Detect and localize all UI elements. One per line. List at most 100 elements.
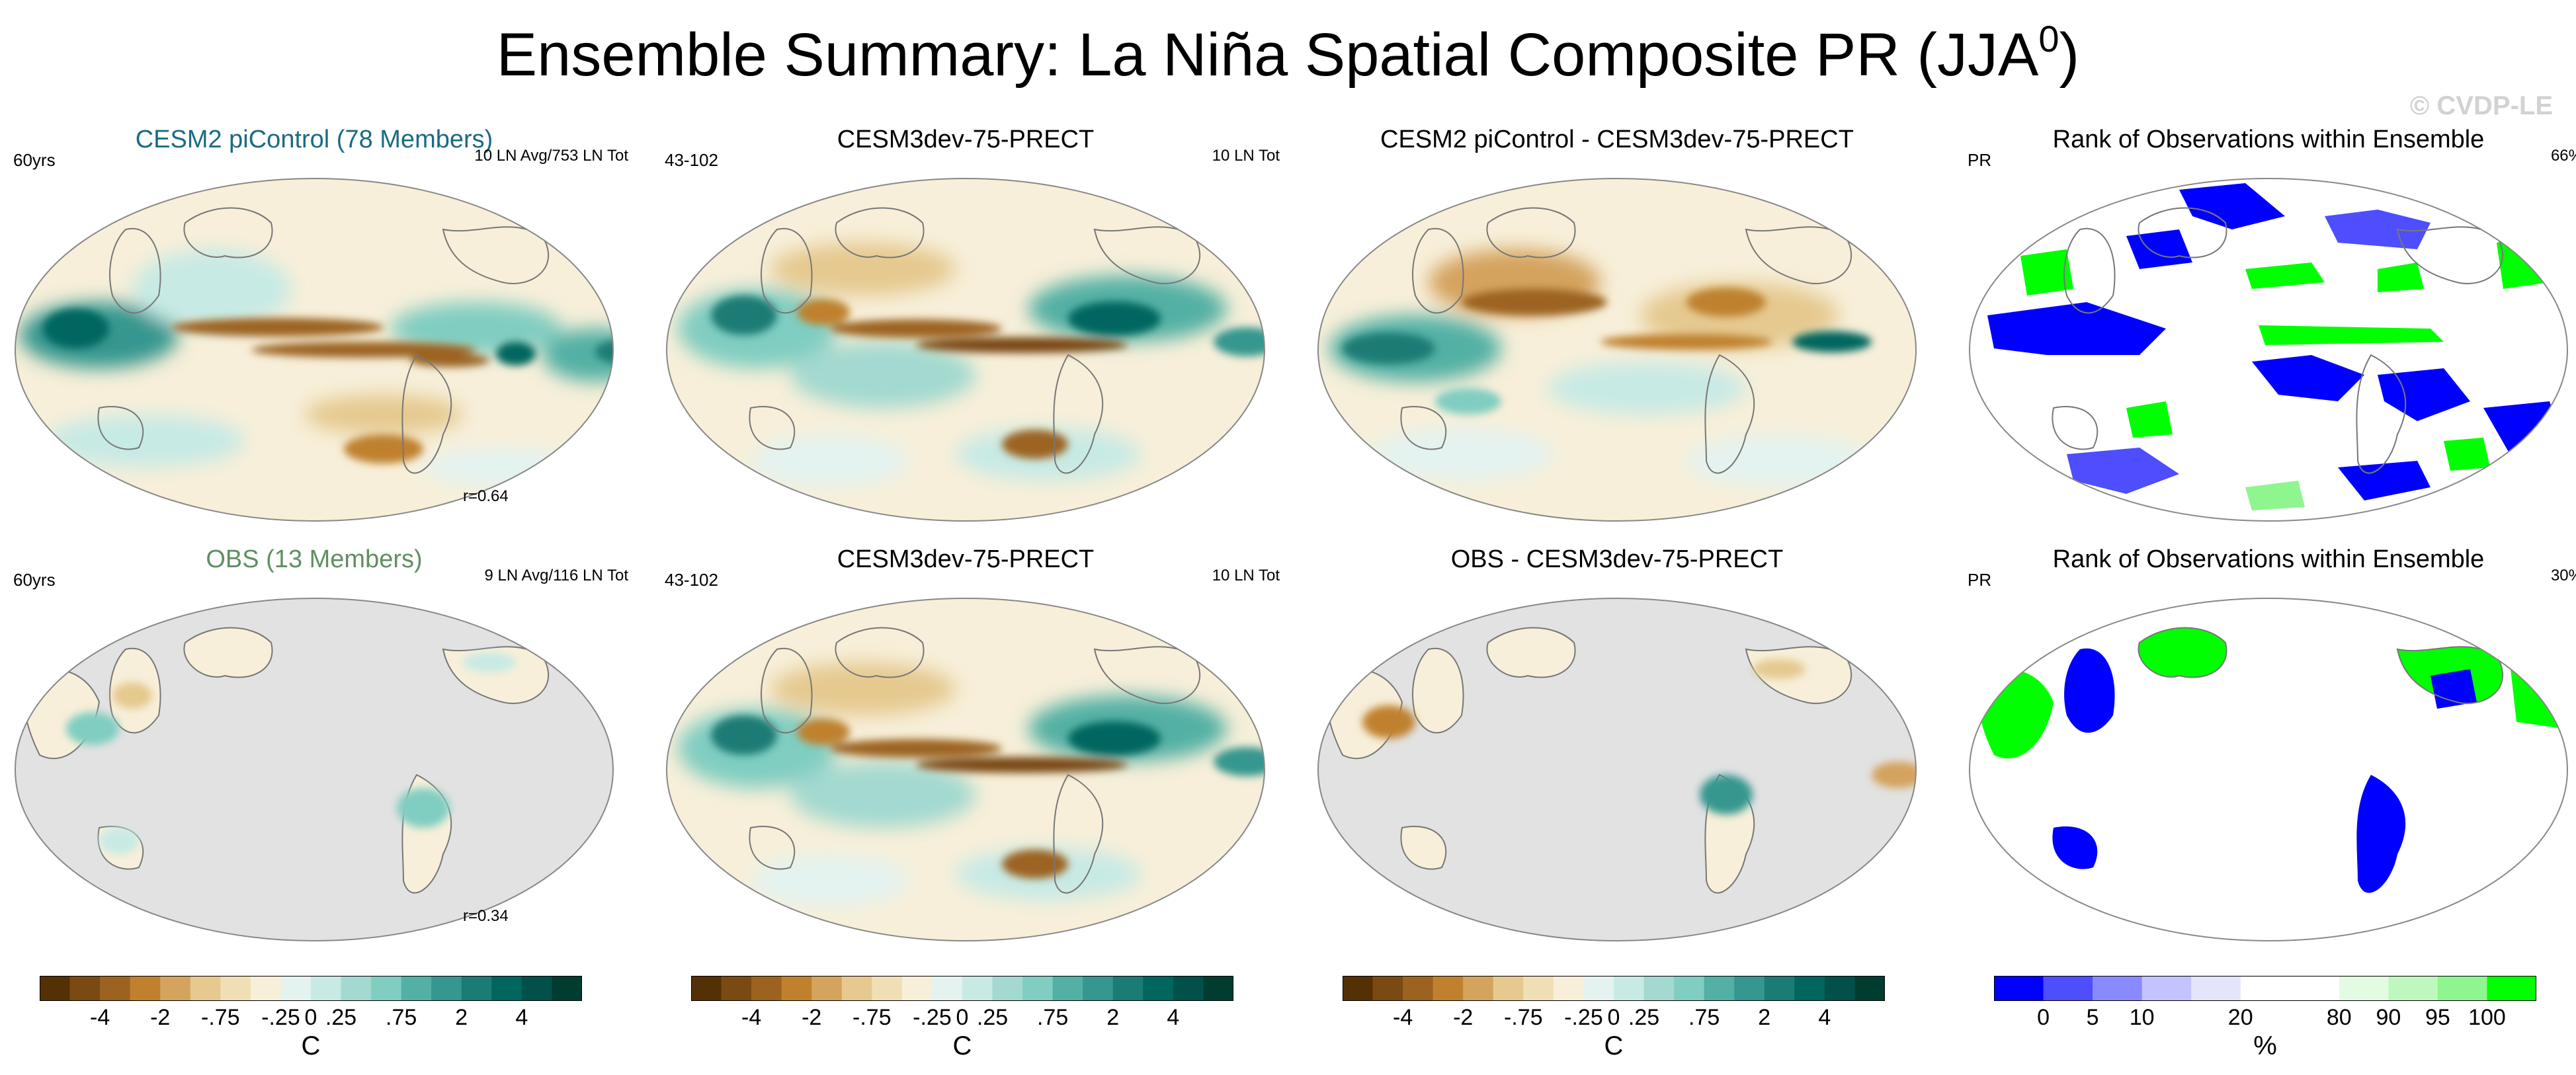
map-difference-cesm2 xyxy=(1317,178,1917,522)
colorbar-diverging-1: -4 -2 -.75 -.25 0 .25 .75 2 4 C xyxy=(40,976,583,1075)
main-title-close: ) xyxy=(2059,21,2080,89)
colorbar-tick-label: 2 xyxy=(1106,1005,1120,1030)
colorbar-swatch xyxy=(1734,976,1765,1001)
panel-title: OBS (13 Members) xyxy=(206,545,423,573)
colorbar-swatch xyxy=(100,976,131,1001)
colorbar-swatch xyxy=(781,976,812,1001)
colorbar-swatch xyxy=(1854,976,1886,1001)
colorbar-border xyxy=(40,976,582,1001)
colorbar-tick-label: .25 xyxy=(325,1005,357,1030)
colorbar-border xyxy=(1343,976,1885,1001)
map-composite-cesm3dev xyxy=(666,178,1265,522)
panel-rank-top: Rank of Observations within Ensemble PR … xyxy=(1954,120,2576,530)
colorbar-swatch xyxy=(401,976,432,1001)
panel-cesm2-picontrol: CESM2 piControl (78 Members) 60yrs 10 LN… xyxy=(0,120,628,530)
colorbar-swatch xyxy=(1403,976,1434,1001)
colorbar-swatch xyxy=(220,976,251,1001)
colorbar-swatch xyxy=(962,976,993,1001)
colorbar-swatch xyxy=(901,976,933,1001)
colorbar-tick-label: .75 xyxy=(1037,1005,1069,1030)
colorbar-swatch xyxy=(1343,976,1374,1001)
colorbar-swatch xyxy=(1583,976,1614,1001)
colorbar-tick-label: 4 xyxy=(515,1005,528,1030)
colorbar-swatch xyxy=(40,976,71,1001)
colorbar-tick-label: .25 xyxy=(976,1005,1009,1030)
colorbar-swatch xyxy=(1764,976,1795,1001)
colorbar-swatch xyxy=(691,976,722,1001)
panel-correlation: r=0.64 xyxy=(463,487,509,505)
panel-left-label: 60yrs xyxy=(13,570,56,590)
colorbar-swatch xyxy=(1463,976,1494,1001)
panel-cesm3dev-bottom: CESM3dev-75-PRECT 43-102 10 LN Tot xyxy=(651,540,1280,950)
colorbar-swatch xyxy=(250,976,281,1001)
colorbar-swatch xyxy=(2339,976,2389,1001)
colorbar-swatch xyxy=(2388,976,2438,1001)
colorbar-swatch xyxy=(721,976,752,1001)
colorbar-tick-label: -.75 xyxy=(201,1005,240,1030)
colorbar-tick-label: .75 xyxy=(386,1005,417,1030)
colorbar-tick-label: 80 xyxy=(2326,1005,2352,1030)
colorbar-tick-label: -2 xyxy=(150,1005,171,1030)
colorbar-diverging-3: -4 -2 -.75 -.25 0 .25 .75 2 4 C xyxy=(1343,976,1886,1075)
colorbar-swatches xyxy=(1343,976,1886,1001)
main-title: Ensemble Summary: La Niña Spatial Compos… xyxy=(0,19,2576,91)
panel-right-label: 10 LN Tot xyxy=(1212,147,1280,165)
panel-rank-bottom: Rank of Observations within Ensemble PR … xyxy=(1954,540,2576,950)
colorbar-swatch xyxy=(1704,976,1735,1001)
colorbar-swatch xyxy=(1203,976,1234,1001)
colorbar-unit: C xyxy=(1604,1031,1624,1060)
colorbar-tick-label: 10 xyxy=(2129,1005,2155,1030)
colorbar-unit: % xyxy=(2253,1031,2277,1060)
colorbar-tick-label: .25 xyxy=(1628,1005,1660,1030)
colorbar-tick-label: 4 xyxy=(1167,1005,1180,1030)
map-rank-66 xyxy=(1969,178,2568,522)
colorbar-border xyxy=(691,976,1233,1001)
colorbar-tick-label: 0 xyxy=(304,1005,317,1030)
colorbar-tick-label: -.75 xyxy=(1504,1005,1543,1030)
colorbar-swatch xyxy=(371,976,402,1001)
panel-diff-top: CESM2 piControl - CESM3dev-75-PRECT xyxy=(1303,120,1931,530)
colorbar-swatch xyxy=(1553,976,1584,1001)
colorbar-swatch xyxy=(552,976,583,1001)
colorbar-tick-label: -2 xyxy=(1453,1005,1474,1030)
colorbar-swatch xyxy=(1173,976,1204,1001)
colorbar-diverging-2: -4 -2 -.75 -.25 0 .25 .75 2 4 C xyxy=(691,976,1234,1075)
panel-left-label: 60yrs xyxy=(13,150,56,170)
colorbar-swatch xyxy=(2487,976,2537,1001)
panel-title: Rank of Observations within Ensemble xyxy=(2052,126,2485,153)
map-rank-30 xyxy=(1969,598,2568,941)
colorbar-swatch xyxy=(69,976,101,1001)
map-composite-cesm3dev-2 xyxy=(666,598,1265,941)
colorbar-swatch xyxy=(1794,976,1825,1001)
panel-right-label: 10 LN Avg/753 LN Tot xyxy=(474,147,628,165)
colorbar-tick-label: -2 xyxy=(802,1005,822,1030)
colorbar-swatch xyxy=(1143,976,1174,1001)
colorbar-tick-label: -.25 xyxy=(913,1005,952,1030)
colorbar-swatch xyxy=(461,976,492,1001)
colorbar-tick-label: 0 xyxy=(956,1005,969,1030)
colorbar-swatch xyxy=(2141,976,2192,1001)
colorbar-tick-label: -4 xyxy=(1392,1005,1413,1030)
colorbar-tick-label: .75 xyxy=(1688,1005,1720,1030)
colorbar-tick-label: -.25 xyxy=(1564,1005,1603,1030)
map-difference-obs xyxy=(1317,598,1917,941)
colorbar-tick-label: -.75 xyxy=(852,1005,892,1030)
colorbar-tick-label: 2 xyxy=(455,1005,468,1030)
colorbar-swatch xyxy=(811,976,843,1001)
colorbar-swatch xyxy=(130,976,161,1001)
colorbar-swatch xyxy=(2191,976,2241,1001)
colorbar-tick-label: -.25 xyxy=(261,1005,300,1030)
colorbar-swatch xyxy=(1372,976,1403,1001)
panel-right-label: 30% xyxy=(2550,567,2576,584)
panel-right-label: 9 LN Avg/116 LN Tot xyxy=(484,567,629,584)
colorbar-swatch xyxy=(1523,976,1554,1001)
panel-title: Rank of Observations within Ensemble xyxy=(2052,545,2485,573)
panel-title: CESM2 piControl (78 Members) xyxy=(135,126,493,153)
colorbar-swatch xyxy=(1083,976,1114,1001)
colorbar-swatch xyxy=(1022,976,1054,1001)
colorbar-swatch xyxy=(932,976,963,1001)
colorbar-swatch xyxy=(2093,976,2143,1001)
colorbar-swatch xyxy=(1052,976,1083,1001)
colorbar-swatch xyxy=(1614,976,1645,1001)
colorbar-swatch xyxy=(1674,976,1705,1001)
